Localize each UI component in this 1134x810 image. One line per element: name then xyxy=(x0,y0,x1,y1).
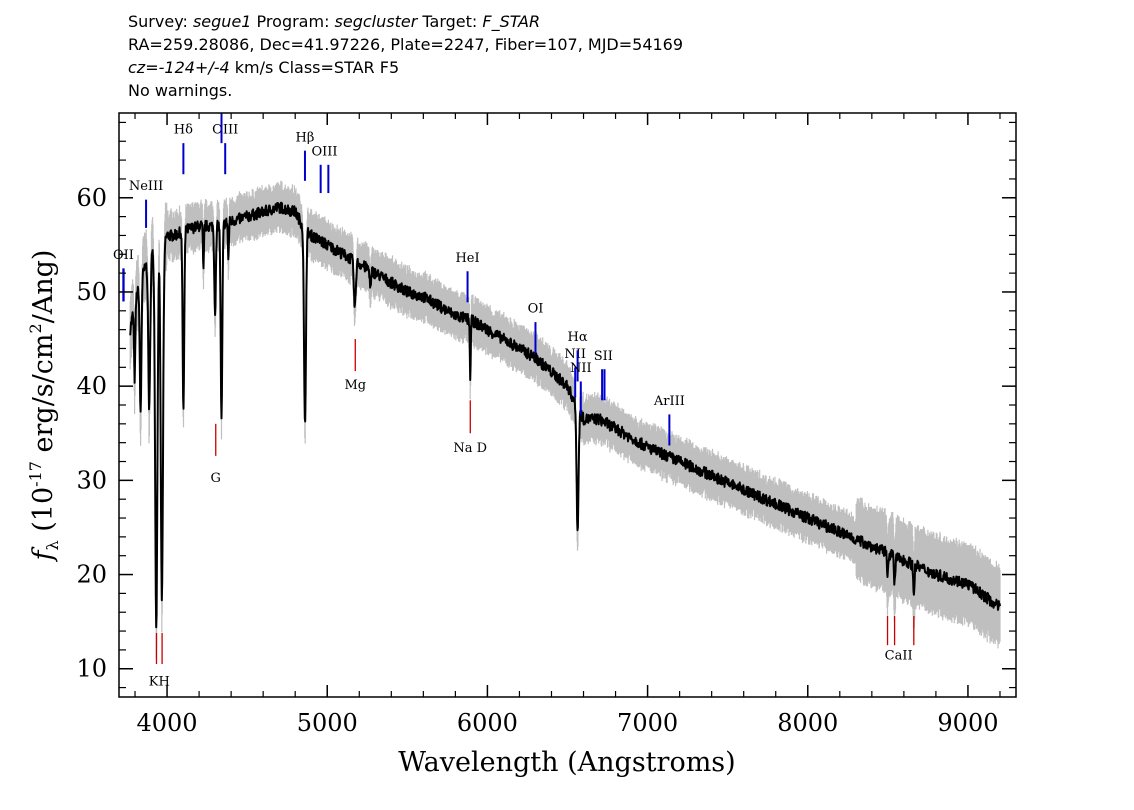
line-marker: SII xyxy=(594,349,613,401)
marker-label: SII xyxy=(594,349,613,364)
x-tick-label: 7000 xyxy=(617,709,678,737)
y-tick-label: 30 xyxy=(76,466,107,494)
line-marker: Hδ xyxy=(174,123,193,175)
flux-error-band xyxy=(129,180,1001,659)
marker-label: OII xyxy=(113,248,134,263)
line-marker: OIII xyxy=(311,144,338,194)
marker-label: HeI xyxy=(455,251,479,266)
line-marker: HeI xyxy=(455,251,480,303)
y-tick-label: 20 xyxy=(76,561,107,589)
marker-label: CaII xyxy=(885,648,913,663)
line-marker: OI xyxy=(528,302,544,354)
error-band-path xyxy=(129,180,1001,659)
line-marker: CaII xyxy=(885,615,915,663)
y-tick-label: 50 xyxy=(76,278,107,306)
x-tick-label: 6000 xyxy=(457,709,518,737)
x-axis-label: Wavelength (Angstroms) xyxy=(398,747,735,778)
line-marker: G xyxy=(211,423,221,486)
line-marker: Mg xyxy=(344,339,366,393)
line-marker: OIII xyxy=(212,123,238,175)
marker-label: NII xyxy=(564,347,586,362)
header-line-3: cz=-124+/-4 km/s Class=STAR F5 xyxy=(128,58,400,77)
marker-label: OIII xyxy=(311,144,337,159)
line-marker: ArIII xyxy=(653,394,685,446)
header-line-2: RA=259.28086, Dec=41.97226, Plate=2247, … xyxy=(128,35,684,54)
line-marker: NII xyxy=(570,361,592,415)
y-tick-label: 60 xyxy=(76,184,107,212)
survey-name: segue1 xyxy=(192,12,252,31)
marker-label: KH xyxy=(149,675,170,690)
axes: 4000 5000 6000 7000 8000 9000 10 20 30 40 50 60 xyxy=(76,113,1016,737)
line-marker: KH xyxy=(149,632,170,690)
marker-label: Hα xyxy=(568,330,588,345)
marker-label: ArIII xyxy=(653,394,685,409)
marker-label: NeIII xyxy=(129,179,163,194)
marker-label: G xyxy=(211,471,221,486)
line-marker: Na D xyxy=(453,400,487,456)
x-tick-label: 4000 xyxy=(137,709,198,737)
spectrum-header: Survey: segue1 Program: segcluster Targe… xyxy=(128,10,683,102)
marker-label: OI xyxy=(528,302,544,317)
marker-label: Hδ xyxy=(174,123,193,138)
line-marker: NII xyxy=(564,347,586,398)
header-line-4: No warnings. xyxy=(128,81,233,100)
x-tick-label: 5000 xyxy=(297,709,358,737)
marker-label: Mg xyxy=(344,378,366,393)
x-tick-label: 8000 xyxy=(777,709,838,737)
target-name: F_STAR xyxy=(482,12,541,31)
y-tick-label: 40 xyxy=(76,372,107,400)
flux-spectrum xyxy=(129,201,1001,629)
marker-label: Na D xyxy=(453,441,487,456)
line-marker: Hα xyxy=(568,330,588,382)
x-tick-label: 9000 xyxy=(937,709,998,737)
spectrum-line xyxy=(129,201,1001,629)
program-name: segcluster xyxy=(334,12,418,31)
line-marker: Hβ xyxy=(296,130,315,181)
line-marker: NeIII xyxy=(129,179,163,228)
header-line-1: Survey: segue1 Program: segcluster Targe… xyxy=(128,12,541,31)
y-axis-label: fλ (10-17 erg/s/cm2/Ang) xyxy=(26,250,62,563)
marker-label: NII xyxy=(570,361,592,376)
redshift-value: -124+/-4 xyxy=(158,58,230,77)
marker-label: OIII xyxy=(212,123,238,138)
y-tick-label: 10 xyxy=(76,655,107,683)
marker-label: Hβ xyxy=(296,130,315,145)
